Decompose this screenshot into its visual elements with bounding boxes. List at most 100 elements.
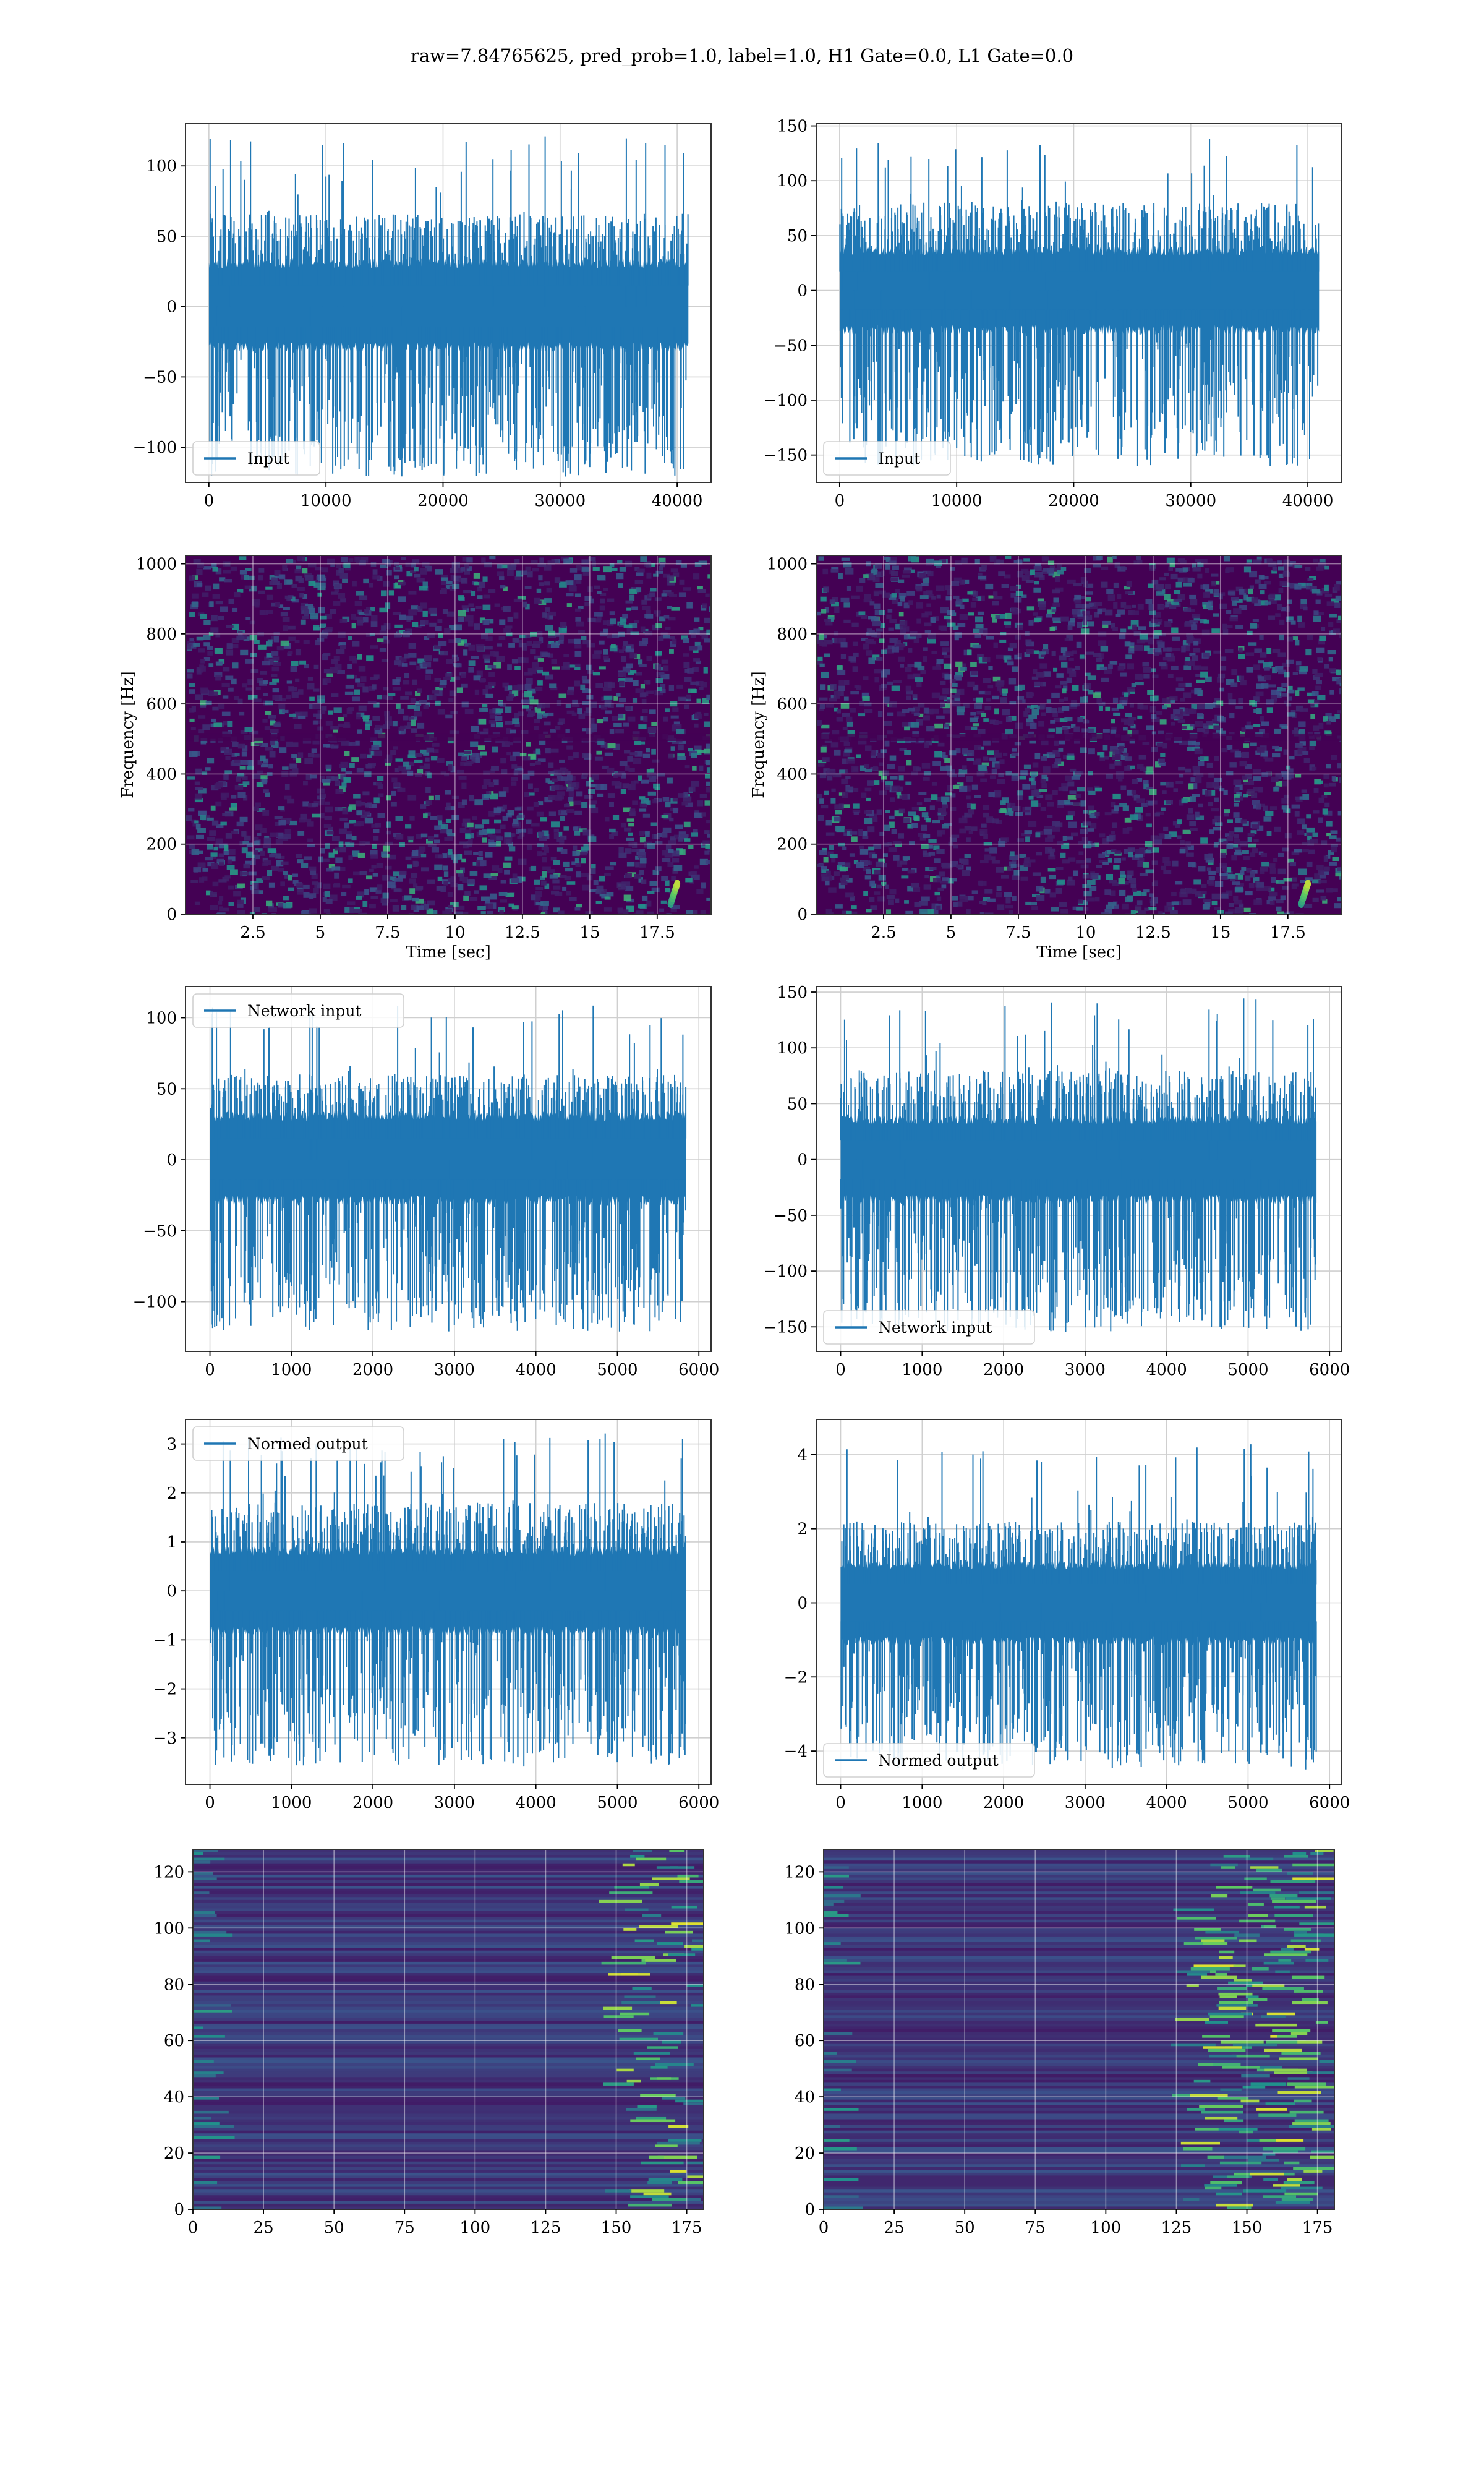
x-tick-label: 15 <box>579 923 600 942</box>
y-tick-label: 0 <box>166 1582 177 1601</box>
x-tick-label: 15 <box>1210 923 1230 942</box>
l1-input-legend: Input <box>823 441 951 476</box>
legend-label: Normed output <box>247 1435 368 1453</box>
x-tick-label: 0 <box>835 1794 846 1812</box>
x-tick-label: 150 <box>1232 2219 1263 2237</box>
y-tick-label: −2 <box>784 1668 808 1687</box>
x-tick-label: 1000 <box>271 1794 312 1812</box>
y-axis-label: Frequency [Hz] <box>119 671 137 798</box>
h1-spectrogram-cells <box>186 555 711 914</box>
y-tick-label: −100 <box>133 439 177 457</box>
x-tick-label: 5 <box>946 923 957 942</box>
x-tick-label: 4000 <box>1146 1361 1187 1379</box>
h1-network-input-legend: Network input <box>192 993 404 1028</box>
h1-input-plot-area <box>186 124 711 482</box>
x-tick-label: 0 <box>835 1361 846 1379</box>
y-tick-label: −150 <box>764 1318 808 1337</box>
y-tick-label: 0 <box>797 282 808 301</box>
y-tick-label: 2 <box>797 1520 808 1539</box>
x-tick-label: 75 <box>1025 2219 1046 2237</box>
l1-normed-output-frame <box>816 1419 1342 1785</box>
y-tick-label: 120 <box>153 1863 184 1881</box>
x-tick-label: 100 <box>460 2219 491 2237</box>
h1-normed-output-panel: Normed output 0 1000 2000 3000 4000 5000 6000 −3… <box>153 1419 719 1812</box>
y-tick-label: 20 <box>795 2144 815 2163</box>
y-tick-label: 150 <box>777 118 808 136</box>
y-tick-label: −100 <box>764 1262 808 1281</box>
legend-label: Network input <box>247 1002 361 1020</box>
y-tick-label: 0 <box>804 2201 815 2219</box>
y-tick-label: 100 <box>784 1919 815 1938</box>
l1-feature-map-cells <box>824 1849 1334 2209</box>
y-tick-label: 100 <box>777 172 808 190</box>
l1-spectrogram-panel: 2.5 5 7.5 10 12.5 15 17.5 0 200 400 600 800 1000 Time… <box>749 555 1342 962</box>
x-tick-label: 3000 <box>1065 1361 1106 1379</box>
x-tick-label: 25 <box>884 2219 905 2237</box>
x-tick-label: 1000 <box>902 1794 942 1812</box>
l1-input-panel: Input 0 10000 20000 30000 40000 −150 −100 −50 0 50… <box>764 118 1342 510</box>
x-tick-label: 0 <box>205 1794 215 1812</box>
l1-feature-map-plot-area <box>824 1849 1334 2209</box>
h1-feature-map-cells <box>193 1849 704 2209</box>
l1-network-input-legend: Network input <box>823 1310 1035 1345</box>
y-tick-label: −50 <box>774 336 808 355</box>
x-tick-label: 150 <box>601 2219 632 2237</box>
x-tick-label: 3000 <box>434 1361 475 1379</box>
y-tick-label: 1000 <box>767 555 808 574</box>
x-tick-label: 6000 <box>1309 1361 1350 1379</box>
x-tick-label: 2000 <box>983 1794 1024 1812</box>
l1-input-frame <box>816 123 1342 483</box>
x-tick-label: 2.5 <box>871 923 896 942</box>
l1-network-input-frame <box>816 986 1342 1352</box>
x-tick-label: 12.5 <box>505 923 540 942</box>
x-tick-label: 40000 <box>652 492 703 510</box>
l1-normed-output-panel: Normed output 0 1000 2000 3000 4000 5000 6000 −4… <box>784 1419 1350 1812</box>
y-tick-label: 100 <box>777 1039 808 1058</box>
signal-line <box>210 1004 687 1332</box>
x-tick-label: 7.5 <box>1005 923 1031 942</box>
y-tick-label: −2 <box>153 1680 177 1699</box>
x-tick-label: 4000 <box>1146 1794 1187 1812</box>
y-tick-label: 4 <box>797 1446 808 1465</box>
h1-feature-map-frame <box>192 1849 704 2210</box>
x-tick-label: 30000 <box>1165 492 1216 510</box>
x-tick-label: 2000 <box>983 1361 1024 1379</box>
x-tick-label: 100 <box>1091 2219 1122 2237</box>
y-tick-label: 100 <box>146 1009 177 1028</box>
x-tick-label: 125 <box>1161 2219 1192 2237</box>
y-tick-label: 400 <box>777 765 808 784</box>
y-tick-label: 200 <box>146 836 177 854</box>
x-tick-label: 10000 <box>931 492 983 510</box>
y-tick-label: 2 <box>166 1484 177 1503</box>
x-axis-label: Time [sec] <box>1036 943 1122 962</box>
y-tick-label: 0 <box>166 1151 177 1170</box>
y-tick-label: 120 <box>784 1863 815 1881</box>
legend-label: Normed output <box>878 1752 999 1770</box>
x-tick-label: 12.5 <box>1135 923 1171 942</box>
y-tick-label: 40 <box>795 2088 815 2107</box>
l1-normed-output-plot-area <box>816 1419 1342 1784</box>
x-tick-label: 5000 <box>1227 1794 1268 1812</box>
y-tick-label: 0 <box>797 1594 808 1612</box>
x-tick-label: 0 <box>205 1361 215 1379</box>
y-tick-label: 20 <box>164 2144 184 2163</box>
y-tick-label: 600 <box>777 695 808 714</box>
y-tick-label: 150 <box>777 983 808 1002</box>
l1-feature-map-panel: 0 25 50 75 100 125 150 175 0 20 40 60 80 100 120 <box>784 1849 1335 2237</box>
h1-feature-map-panel: 0 25 50 75 100 125 150 175 0 20 40 60 80 100 120 <box>153 1849 704 2237</box>
y-tick-label: 400 <box>146 765 177 784</box>
h1-spectrogram-panel: 2.5 5 7.5 10 12.5 15 17.5 0 200 400 600 800 1000 Time… <box>119 555 712 962</box>
x-tick-label: 10000 <box>301 492 352 510</box>
l1-network-input-plot-area <box>816 987 1342 1351</box>
x-tick-label: 4000 <box>516 1361 556 1379</box>
y-tick-label: 1000 <box>136 555 177 574</box>
x-tick-label: 75 <box>394 2219 415 2237</box>
signal-line <box>840 1444 1317 1770</box>
x-tick-label: 50 <box>955 2219 975 2237</box>
y-tick-label: −100 <box>133 1293 177 1312</box>
x-tick-label: 10 <box>1075 923 1096 942</box>
y-axis-label: Frequency [Hz] <box>749 671 768 798</box>
y-tick-label: 800 <box>777 625 808 644</box>
